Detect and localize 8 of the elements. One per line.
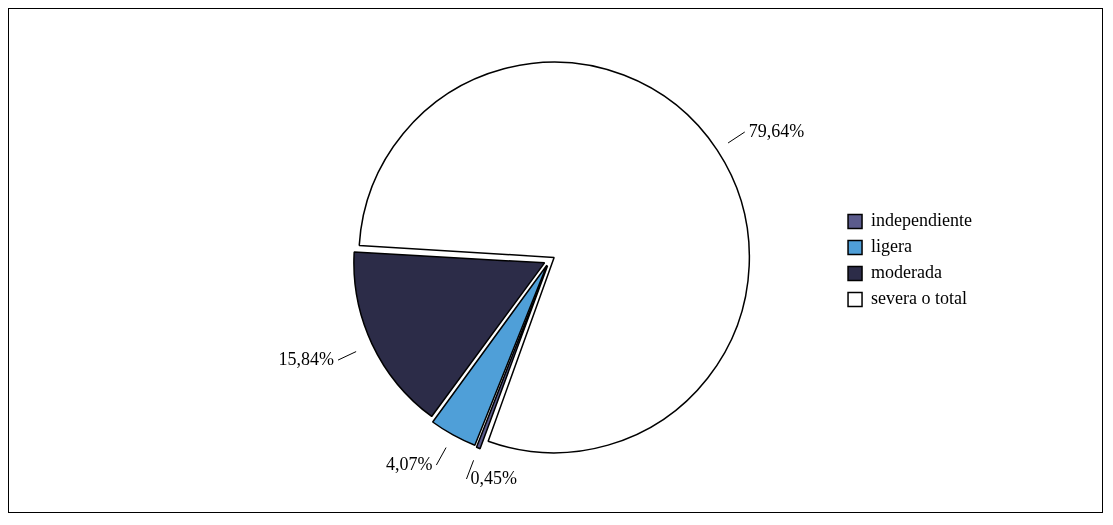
legend-label: ligera (871, 236, 913, 257)
data-label: 79,64% (748, 120, 805, 141)
legend-label: severa o total (871, 288, 968, 309)
data-label: 0,45% (470, 467, 517, 488)
data-label: 4,07% (385, 453, 433, 474)
data-label: 15,84% (278, 348, 335, 369)
legend-label: moderada (871, 262, 943, 283)
legend-label: independiente (871, 210, 973, 231)
